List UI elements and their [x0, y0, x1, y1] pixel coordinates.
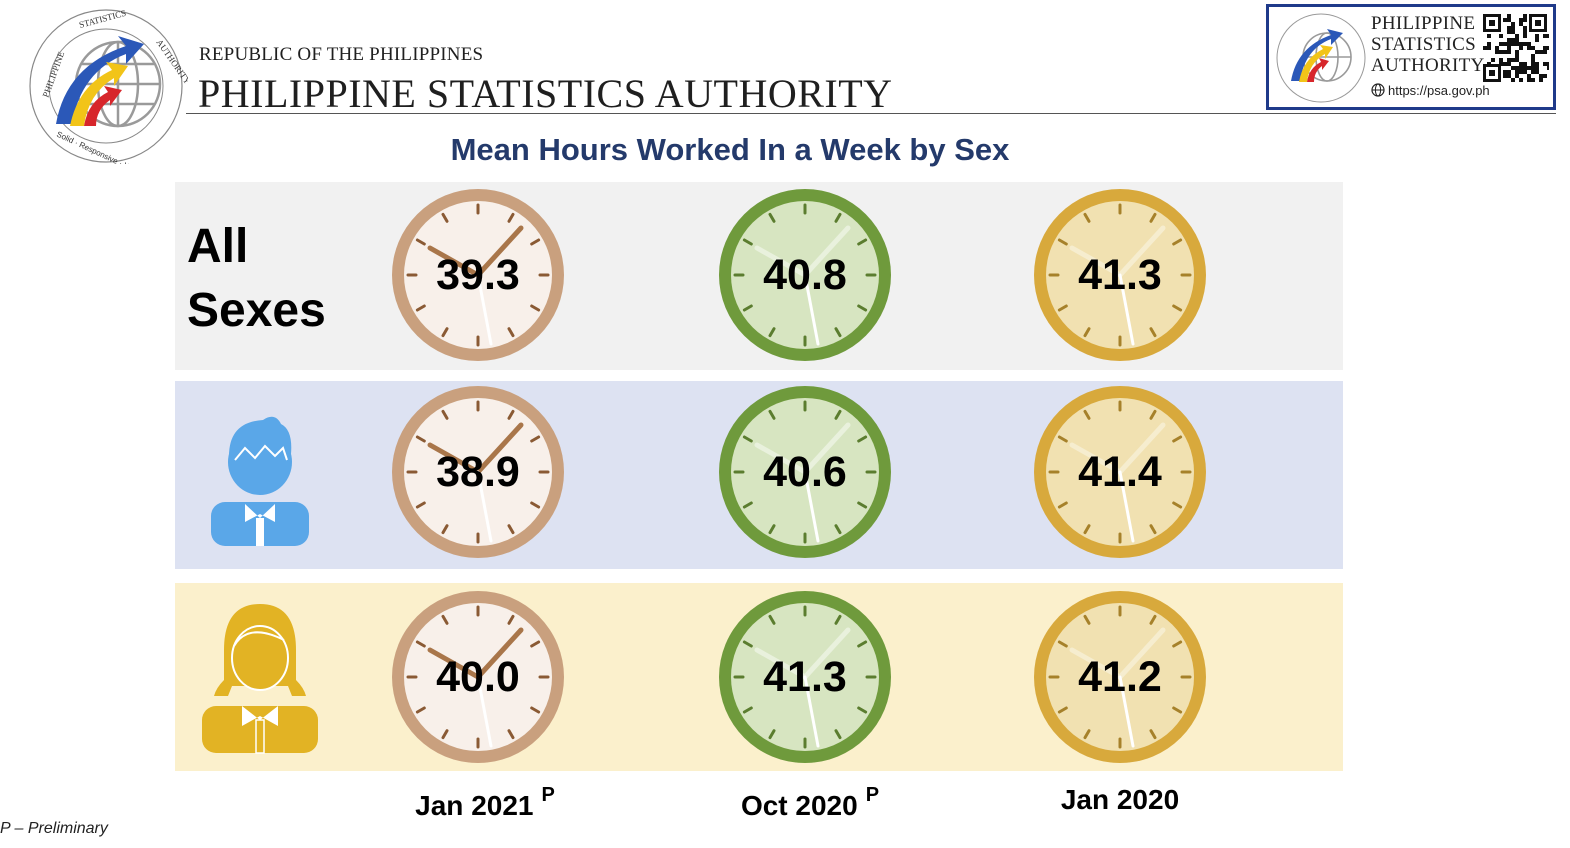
- badge-url: https://psa.gov.ph: [1388, 83, 1490, 98]
- clock-icon: [1034, 591, 1206, 763]
- clock-all-sexes-jan-2021: 39.3: [387, 184, 569, 366]
- mean-hours-value: 41.3: [1078, 250, 1162, 299]
- clock-icon: [392, 386, 564, 558]
- clock-icon: [1034, 189, 1206, 361]
- period-label: Oct 2020: [740, 790, 858, 821]
- agency-name: PHILIPPINE STATISTICS AUTHORITY: [198, 71, 893, 116]
- clock-icon: [719, 189, 891, 361]
- badge-line-authority: AUTHORITY: [1371, 55, 1485, 76]
- clock-female-oct-2020: 41.3: [714, 586, 896, 768]
- preliminary-mark: P: [865, 784, 880, 806]
- clock-all-sexes-jan-2020: 41.3: [1029, 184, 1211, 366]
- clock-icon: [392, 591, 564, 763]
- chart-title: Mean Hours Worked In a Week by Sex: [450, 132, 1010, 167]
- male-person-icon: [211, 416, 309, 546]
- badge-url-row: https://psa.gov.ph: [1371, 83, 1490, 98]
- badge-line-statistics: STATISTICS: [1371, 34, 1476, 55]
- clock-icon: [1034, 386, 1206, 558]
- row-label-all-sexes: All Sexes: [187, 220, 326, 337]
- clock-male-jan-2020: 41.4: [1029, 381, 1211, 563]
- period-label: Jan 2020: [1060, 784, 1180, 815]
- psa-badge: PHILIPPINE STATISTICS AUTHORITY https://…: [1266, 4, 1556, 110]
- header-divider: [186, 113, 1556, 114]
- period-oct-2020: Oct 2020 P: [741, 784, 879, 822]
- mean-hours-value: 41.3: [763, 652, 847, 701]
- clock-female-jan-2020: 41.2: [1029, 586, 1211, 768]
- period-label: Jan 2021: [415, 790, 534, 821]
- period-jan-2020: Jan 2020: [1061, 784, 1179, 816]
- mean-hours-value: 39.3: [436, 250, 520, 299]
- globe-icon: [1371, 83, 1385, 97]
- period-jan-2021: Jan 2021 P: [415, 784, 555, 822]
- psa-badge-seal-icon: [1276, 13, 1366, 103]
- republic-heading: REPUBLIC OF THE PHILIPPINES: [199, 44, 484, 65]
- clock-female-jan-2021: 40.0: [387, 586, 569, 768]
- female-person-icon: [202, 604, 318, 754]
- clock-male-oct-2020: 40.6: [714, 381, 896, 563]
- mean-hours-value: 38.9: [436, 447, 520, 496]
- mean-hours-value: 40.8: [763, 250, 847, 299]
- preliminary-mark: P: [541, 784, 555, 806]
- footnote-preliminary: P – Preliminary: [0, 820, 108, 837]
- clock-all-sexes-oct-2020: 40.8: [714, 184, 896, 366]
- clock-icon: [719, 386, 891, 558]
- clock-icon: [392, 189, 564, 361]
- clock-icon: [719, 591, 891, 763]
- badge-line-philippine: PHILIPPINE: [1371, 13, 1476, 34]
- qr-code-icon: [1483, 14, 1549, 82]
- mean-hours-value: 40.0: [436, 652, 520, 701]
- mean-hours-value: 41.4: [1078, 447, 1162, 496]
- clock-male-jan-2021: 38.9: [387, 381, 569, 563]
- mean-hours-value: 40.6: [763, 447, 847, 496]
- mean-hours-value: 41.2: [1078, 652, 1162, 701]
- psa-seal-logo: PHILIPPINE STATISTICS AUTHORITY Solid · …: [29, 8, 188, 164]
